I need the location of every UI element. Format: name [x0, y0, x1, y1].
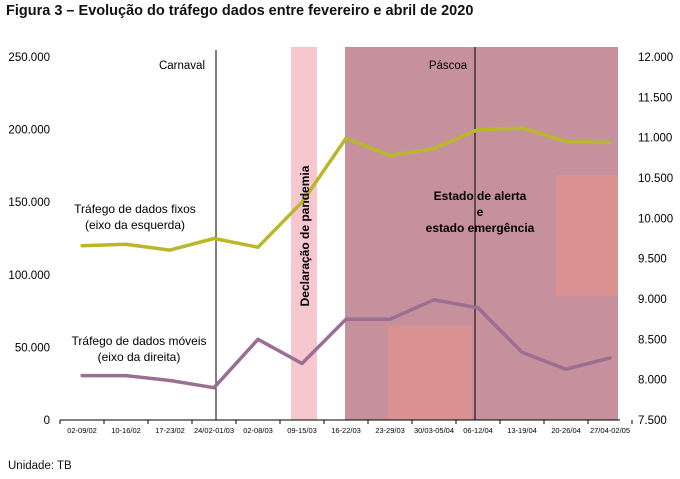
mobile-traffic-point	[212, 386, 216, 390]
emergency-label-line1: Estado de alerta	[434, 189, 527, 203]
mobile-traffic-point	[124, 374, 128, 378]
left-tick-label: 200.000	[8, 125, 50, 137]
right-tick-label: 10.500	[638, 173, 673, 185]
fixed-traffic-point	[168, 248, 172, 252]
x-tick-label: 13-19/04	[507, 426, 537, 435]
left-tick-label: 0	[44, 415, 50, 427]
fixed-traffic-point	[608, 141, 612, 145]
highlight-box-mobile	[388, 326, 472, 420]
mobile-traffic-point	[80, 374, 84, 378]
right-tick-label: 7.500	[638, 415, 667, 427]
fixed-traffic-point	[80, 244, 84, 248]
mobile-series-label-line2: (eixo da direita)	[98, 350, 181, 364]
mobile-traffic-point	[432, 298, 436, 302]
carnaval-label: Carnaval	[159, 60, 205, 72]
x-tick-label: 23-29/03	[375, 426, 405, 435]
mobile-traffic-point	[344, 317, 348, 321]
mobile-traffic-point	[476, 306, 480, 310]
right-tick-label: 9.500	[638, 254, 667, 266]
emergency-label-line3: estado emergência	[426, 221, 535, 235]
x-tick-label: 27/04-02/05	[590, 426, 630, 435]
highlight-box-fixed	[556, 175, 618, 296]
x-tick-label: 17-23/02	[155, 426, 185, 435]
right-tick-label: 9.000	[638, 294, 667, 306]
mobile-traffic-point	[388, 317, 392, 321]
pandemic-declaration-band	[291, 47, 317, 420]
fixed-traffic-point	[344, 136, 348, 140]
x-tick-label: 02-08/03	[243, 426, 273, 435]
x-axis-ticks: 02-09/02 10-16/02 17-23/02 24/02-01/03 02-08…	[59, 420, 633, 435]
fixed-traffic-point	[388, 154, 392, 158]
x-tick-label: 24/02-01/03	[194, 426, 234, 435]
fixed-series-label-line2: (eixo da esquerda)	[85, 218, 185, 232]
unit-note: Unidade: TB	[8, 460, 72, 472]
x-tick-label: 20-26/04	[551, 426, 581, 435]
x-tick-label: 30/03-05/04	[414, 426, 454, 435]
right-tick-label: 12.000	[638, 52, 673, 64]
fixed-traffic-point	[300, 200, 304, 204]
pandemic-label: Declaração de pandemia	[298, 165, 312, 306]
right-tick-label: 8.000	[638, 375, 667, 387]
fixed-traffic-point	[212, 236, 216, 241]
fixed-traffic-point	[432, 146, 436, 151]
x-tick-label: 10-16/02	[111, 426, 141, 435]
mobile-traffic-point	[520, 350, 524, 354]
right-tick-label: 11.000	[638, 133, 672, 145]
left-tick-label: 250.000	[8, 52, 50, 64]
left-tick-label: 50.000	[15, 342, 50, 354]
fixed-traffic-point	[564, 139, 568, 143]
emergency-label-line2: e	[477, 205, 484, 219]
x-tick-label: 16-22/03	[331, 426, 361, 435]
fixed-traffic-point	[256, 245, 260, 249]
pascoa-label: Páscoa	[429, 60, 468, 72]
right-tick-label: 11.500	[638, 92, 672, 104]
x-tick-label: 02-09/02	[67, 426, 97, 435]
mobile-traffic-point	[256, 337, 260, 341]
fixed-traffic-point	[476, 128, 480, 132]
figure-title: Figura 3 – Evolução do tráfego dados ent…	[6, 3, 474, 19]
fixed-traffic-point	[124, 242, 128, 246]
mobile-traffic-point	[608, 356, 612, 360]
mobile-traffic-point	[300, 361, 304, 366]
right-tick-label: 10.000	[638, 213, 673, 225]
right-tick-label: 8.500	[638, 334, 667, 346]
fixed-series-label-line1: Tráfego de dados fixos	[74, 202, 196, 216]
x-tick-label: 09-15/03	[287, 426, 317, 435]
fixed-traffic-point	[520, 126, 524, 130]
mobile-series-label-line1: Tráfego de dados móveis	[72, 334, 207, 348]
left-tick-label: 100.000	[8, 270, 50, 282]
left-tick-label: 150.000	[8, 197, 50, 209]
mobile-traffic-point	[564, 367, 568, 371]
x-tick-label: 06-12/04	[463, 426, 493, 435]
right-axis-ticks: 7.500 8.000 8.500 9.000 9.500 10.000 10.500 11.…	[638, 52, 673, 427]
mobile-traffic-point	[168, 378, 172, 383]
left-axis-ticks: 0 50.000 100.000 150.000 200.000 250.000	[8, 52, 50, 427]
